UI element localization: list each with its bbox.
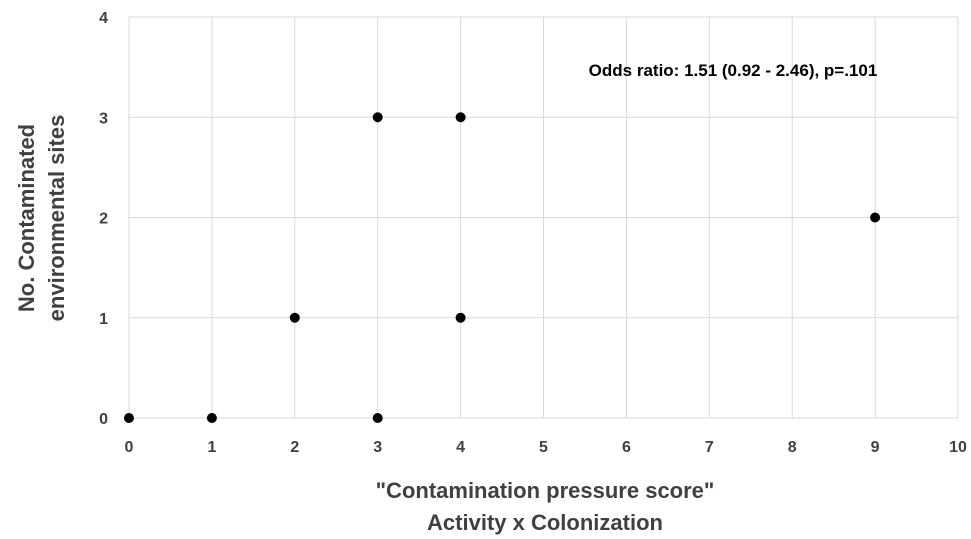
y-axis-title: No. Contaminated xyxy=(14,124,39,312)
x-axis-ticks: 0 1 2 3 4 5 6 7 8 9 10 xyxy=(125,439,967,456)
y-tick-label: 3 xyxy=(99,110,108,127)
x-tick-label: 10 xyxy=(949,439,967,456)
y-tick-label: 2 xyxy=(99,211,108,228)
x-tick-label: 1 xyxy=(207,439,216,456)
x-tick-label: 0 xyxy=(125,439,134,456)
odds-ratio-annotation: Odds ratio: 1.51 (0.92 - 2.46), p=.101 xyxy=(589,61,878,80)
data-points xyxy=(124,112,881,423)
x-tick-label: 8 xyxy=(788,439,797,456)
data-point xyxy=(289,312,300,323)
x-tick-label: 7 xyxy=(705,439,714,456)
x-tick-label: 5 xyxy=(539,439,548,456)
y-tick-label: 4 xyxy=(99,10,108,27)
x-tick-label: 6 xyxy=(622,439,631,456)
grid xyxy=(128,16,959,419)
data-point xyxy=(372,112,383,123)
x-tick-label: 3 xyxy=(373,439,382,456)
x-axis-subtitle: Activity x Colonization xyxy=(427,510,663,535)
y-tick-label: 0 xyxy=(99,411,108,428)
x-tick-label: 2 xyxy=(290,439,299,456)
data-point xyxy=(455,312,466,323)
y-tick-label: 1 xyxy=(99,311,108,328)
x-tick-label: 9 xyxy=(871,439,880,456)
x-tick-label: 4 xyxy=(456,439,465,456)
data-point xyxy=(124,413,134,423)
y-axis-subtitle: environmental sites xyxy=(44,115,69,322)
data-point xyxy=(206,413,217,423)
data-point xyxy=(870,212,881,223)
data-point xyxy=(372,413,383,423)
y-axis-ticks: 0 1 2 3 4 xyxy=(99,10,108,428)
data-point xyxy=(455,112,466,123)
x-axis-title: "Contamination pressure score" xyxy=(376,478,715,503)
